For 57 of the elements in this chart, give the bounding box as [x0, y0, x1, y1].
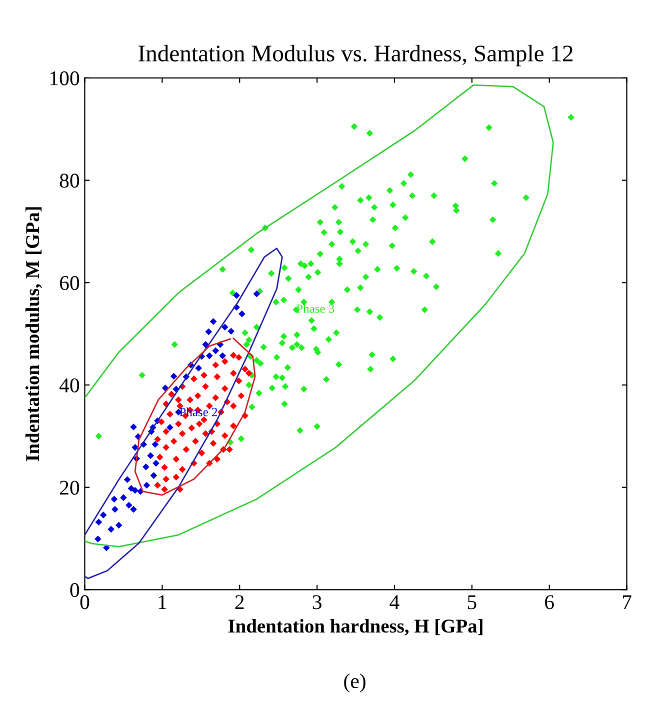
y-tick-label: 100: [50, 71, 80, 86]
point: [130, 506, 137, 513]
x-tick-label: 3: [312, 595, 322, 610]
point: [94, 536, 102, 542]
point: [228, 328, 234, 335]
point: [142, 463, 150, 470]
x-tick-label: 5: [468, 595, 476, 610]
chart-title: Indentation Modulus vs. Hardness, Sample 12: [138, 44, 573, 66]
x-tick-label: 4: [390, 595, 400, 609]
y-axis-title: Indentation modulus, M [GPa]: [25, 207, 42, 462]
point: [125, 502, 132, 509]
point: [128, 484, 135, 492]
point: [132, 444, 138, 451]
point: [219, 352, 226, 360]
y-tick-label: 80: [60, 174, 80, 188]
point: [150, 472, 158, 479]
text: (e): [344, 674, 366, 692]
point: [212, 347, 220, 354]
point: [132, 486, 138, 494]
annotation: Phase 3: [296, 304, 334, 313]
point: [120, 494, 127, 501]
x-tick-label: 6: [545, 595, 554, 610]
point: [238, 310, 246, 318]
point: [162, 384, 169, 392]
point: [166, 424, 174, 431]
x-tick-label: 1: [158, 595, 166, 609]
point: [108, 526, 114, 533]
point: [152, 460, 160, 467]
point: [210, 318, 217, 325]
point: [130, 424, 137, 430]
point: [205, 328, 212, 336]
y-tick-label: 60: [60, 276, 80, 290]
x-tick-label: 2: [235, 595, 244, 609]
point: [152, 440, 159, 448]
point: [100, 512, 107, 518]
y-tick-label: 40: [59, 378, 80, 392]
point: [95, 518, 102, 526]
y-tick-label: 0: [70, 583, 80, 598]
x-tick-label: 7: [622, 595, 632, 609]
point: [206, 352, 213, 360]
point: [115, 522, 122, 529]
point: [147, 452, 154, 459]
point: [253, 290, 260, 298]
x-tick-label: 0: [80, 595, 90, 610]
point: [124, 476, 131, 484]
point: [143, 482, 150, 489]
point: [103, 544, 110, 552]
point: [110, 496, 118, 502]
x-axis-title: Indentation hardness, H [GPa]: [228, 618, 482, 636]
y-tick-label: 20: [60, 480, 80, 495]
point: [222, 324, 228, 331]
point: [112, 506, 118, 513]
line-series: [84, 248, 283, 580]
point: [170, 372, 178, 380]
point: [233, 292, 240, 299]
point: [195, 364, 202, 372]
line-series: [84, 84, 554, 548]
